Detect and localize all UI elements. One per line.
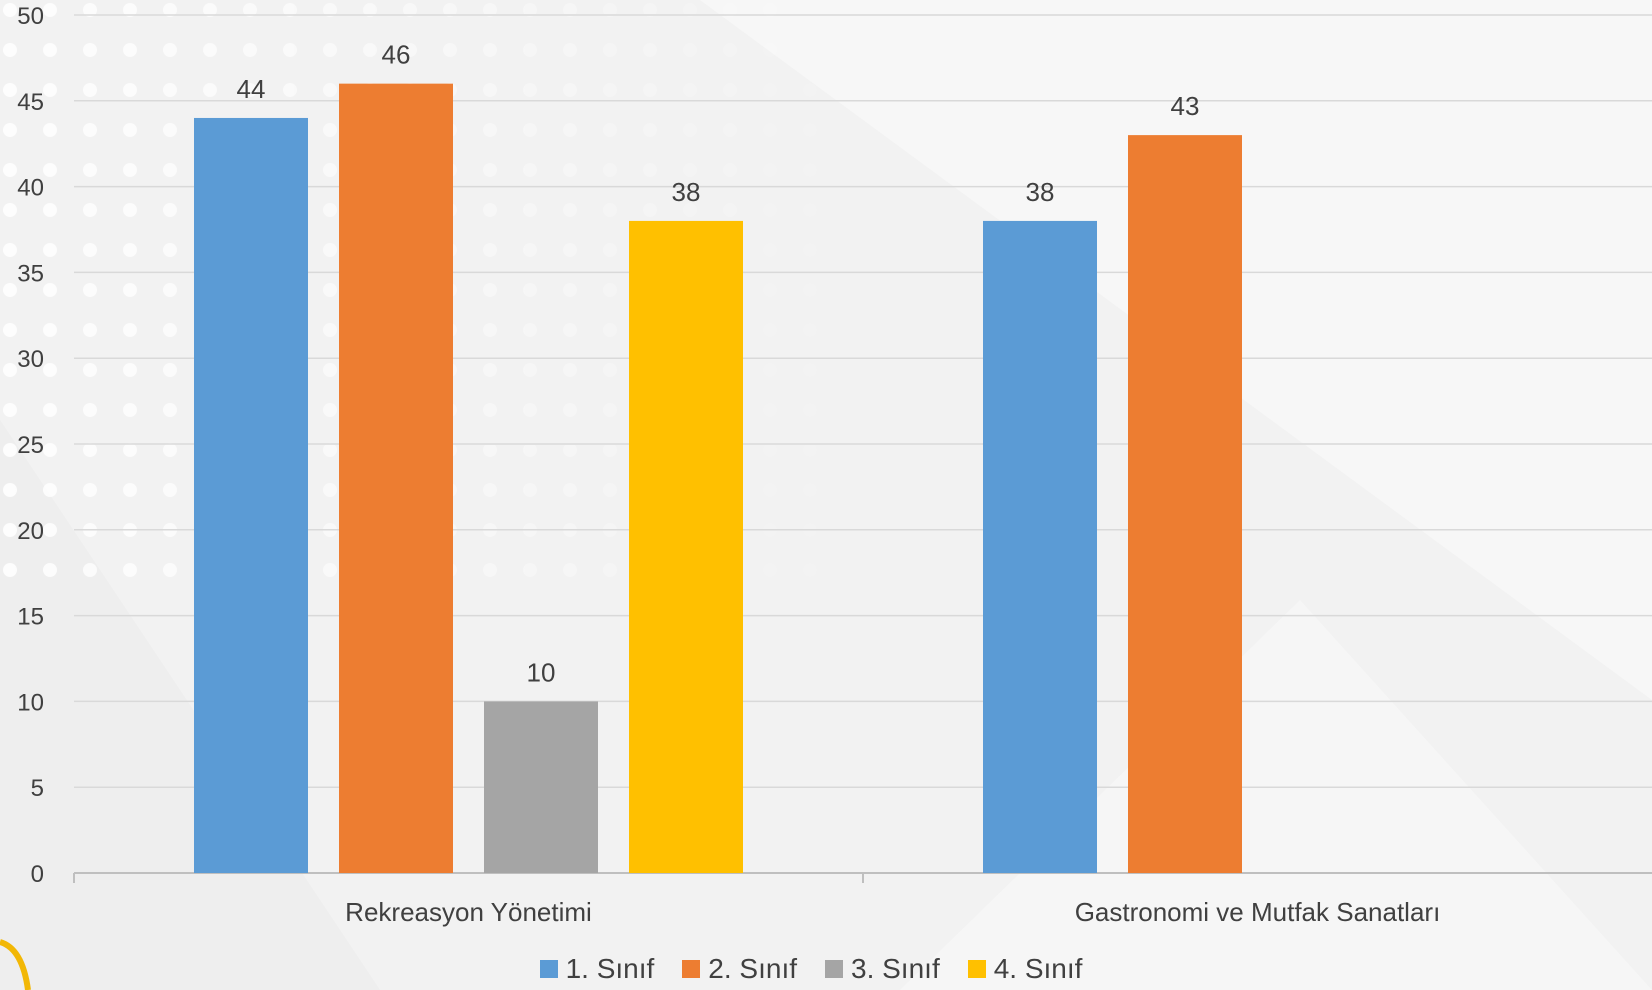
y-tick-label: 50 — [17, 3, 44, 30]
data-label: 46 — [382, 40, 411, 70]
y-tick-label: 45 — [17, 89, 44, 116]
corner-logo-fragment — [0, 939, 31, 990]
y-tick-label: 5 — [31, 775, 44, 802]
bars — [194, 83, 1242, 874]
y-tick-label: 15 — [17, 604, 44, 631]
y-tick-label: 25 — [17, 432, 44, 459]
bar — [339, 83, 453, 873]
y-tick-label: 30 — [17, 346, 44, 373]
bar — [629, 220, 743, 874]
x-axis-categories: Rekreasyon Yönetimi Gastronomi ve Mutfak … — [345, 897, 1440, 927]
y-tick-label: 40 — [17, 175, 44, 202]
data-labels: 44 46 10 38 38 43 — [237, 40, 1200, 688]
legend-label: 3. Sınıf — [851, 953, 940, 984]
x-tick-label: Gastronomi ve Mutfak Sanatları — [1075, 897, 1441, 927]
legend-item: 2. Sınıf — [682, 953, 797, 985]
x-tick-label: Rekreasyon Yönetimi — [345, 897, 592, 927]
legend-item: 4. Sınıf — [967, 953, 1083, 985]
data-label: 43 — [1171, 91, 1200, 121]
bar — [484, 701, 598, 873]
legend-item: 3. Sınıf — [825, 953, 940, 985]
data-label: 38 — [672, 177, 701, 207]
y-tick-label: 10 — [17, 689, 44, 716]
legend: 1. Sınıf 2. Sınıf 3. Sınıf 4. Sınıf — [0, 953, 1637, 985]
data-label: 38 — [1026, 177, 1055, 207]
y-tick-label: 0 — [31, 861, 44, 888]
legend-swatch — [825, 960, 843, 978]
legend-item: 1. Sınıf — [539, 953, 655, 985]
data-label: 10 — [527, 657, 556, 687]
y-tick-label: 35 — [17, 260, 44, 287]
bar — [194, 117, 308, 873]
y-axis-ticks: 0 5 10 15 20 25 30 35 40 45 50 — [17, 3, 44, 888]
legend-label: 2. Sınıf — [708, 953, 797, 984]
bar — [983, 220, 1097, 874]
legend-swatch — [682, 960, 701, 978]
legend-label: 4. Sınıf — [993, 953, 1083, 984]
legend-label: 1. Sınıf — [565, 953, 655, 984]
data-label: 44 — [237, 74, 266, 104]
y-tick-label: 20 — [17, 518, 44, 545]
gridlines — [73, 14, 1652, 883]
bar — [1128, 135, 1242, 873]
legend-swatch — [967, 960, 986, 978]
legend-swatch — [539, 960, 558, 978]
